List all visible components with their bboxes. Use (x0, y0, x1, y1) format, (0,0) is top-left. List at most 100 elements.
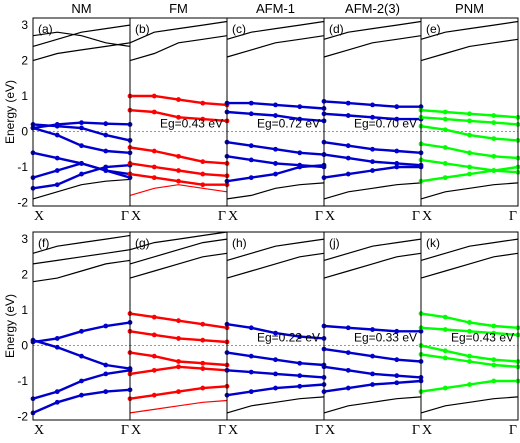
band-point (103, 389, 109, 395)
band-point (467, 171, 472, 177)
x-tick-label: X (131, 423, 141, 438)
x-tick-label: X (228, 209, 238, 224)
band-point (79, 125, 84, 131)
band-point (297, 334, 303, 340)
band-point (297, 162, 303, 168)
band-line (323, 20, 422, 40)
band-point (79, 143, 84, 149)
band-line (32, 24, 131, 47)
band-point (370, 371, 375, 377)
gap-annotation: Eg=0.43 eV (160, 117, 223, 131)
band-point (151, 164, 157, 170)
band-point (467, 382, 472, 387)
band-point (248, 111, 254, 117)
band-point (103, 132, 109, 138)
band-point (200, 116, 206, 122)
panel-d: (d) Eg=0.70 eV X Γ (321, 17, 424, 224)
band-point (491, 113, 497, 118)
band-line (226, 238, 325, 261)
band-point (151, 392, 157, 398)
band-line (323, 182, 422, 200)
gap-annotation: Eg=0.70 eV (354, 117, 417, 131)
band-point (176, 389, 181, 395)
band-point (176, 336, 181, 341)
x-tick-label: Γ (509, 209, 517, 224)
band-point (297, 116, 303, 122)
panel-a: (a) X Γ (30, 17, 133, 224)
band-line (129, 35, 228, 62)
y-tick-label: -1 (17, 374, 28, 388)
panel-title: NM (71, 1, 91, 16)
band-point (54, 122, 60, 127)
panel-e: (e) X Γ (418, 17, 520, 224)
band-point (176, 114, 181, 120)
panel-titles: NM FM AFM-1 AFM-2(3) PNM (71, 1, 484, 16)
band-point (54, 344, 60, 350)
band-point (370, 327, 375, 332)
band-line (226, 182, 325, 200)
y-tick-label: 0 (21, 339, 28, 353)
x-tick-label: X (34, 209, 44, 224)
band-point (467, 320, 472, 325)
band-point (200, 366, 206, 371)
band-point (176, 364, 181, 370)
band-point (200, 100, 206, 106)
band-point (273, 113, 278, 118)
band-point (467, 353, 472, 359)
band-point (370, 159, 375, 165)
band-point (394, 373, 400, 379)
band-point (345, 171, 351, 177)
band-point (297, 373, 303, 379)
band-point (345, 155, 351, 161)
band-point (394, 164, 400, 170)
band-point (370, 168, 375, 173)
band-line (129, 184, 228, 196)
y-axis-label-top: Energy (eV) (3, 80, 17, 144)
panel-frame (420, 231, 519, 421)
panel-b: (b) Eg=0.43 eV X Γ (127, 17, 230, 224)
band-point (467, 118, 472, 124)
band-point (200, 321, 206, 327)
band-point (79, 161, 84, 166)
band-point (345, 113, 351, 118)
band-point (273, 371, 278, 377)
band-point (345, 143, 351, 149)
band-point (176, 168, 181, 173)
band-point (248, 353, 254, 359)
band-point (176, 97, 181, 102)
band-point (151, 148, 157, 154)
band-point (200, 171, 206, 177)
y-tick-label: 1 (21, 89, 28, 103)
panel-label: (j) (329, 236, 340, 250)
band-line (32, 178, 131, 200)
band-point (103, 148, 109, 154)
band-line (32, 31, 131, 47)
band-point (273, 171, 278, 177)
panel-j: (j) Eg=0.33 eV X Γ (321, 231, 424, 438)
panel-label: (c) (232, 22, 246, 36)
x-tick-label: Γ (412, 423, 420, 438)
x-tick-label: X (325, 423, 335, 438)
band-point (54, 182, 60, 188)
band-point (54, 389, 60, 395)
panel-title: AFM-1 (256, 1, 295, 16)
x-tick-label: X (422, 209, 432, 224)
band-line (420, 182, 519, 200)
x-tick-label: Γ (315, 423, 323, 438)
band-point (151, 353, 157, 359)
band-point (248, 157, 254, 163)
band-line (226, 35, 325, 58)
band-point (394, 380, 400, 386)
band-point (248, 175, 254, 181)
band-point (103, 362, 109, 368)
band-point (54, 399, 60, 405)
panel-g: (g) X Γ (127, 231, 230, 438)
band-point (491, 357, 497, 363)
axes: Energy (eV) Energy (eV) -2 -1 0 1 2 3 -2 -1 0 1 2 3 (3, 18, 28, 423)
band-point (176, 153, 181, 159)
band-point (297, 360, 303, 366)
x-tick-label: X (422, 423, 432, 438)
x-tick-label: Γ (315, 209, 323, 224)
band-point (394, 116, 400, 122)
panel-label: (d) (329, 22, 344, 36)
